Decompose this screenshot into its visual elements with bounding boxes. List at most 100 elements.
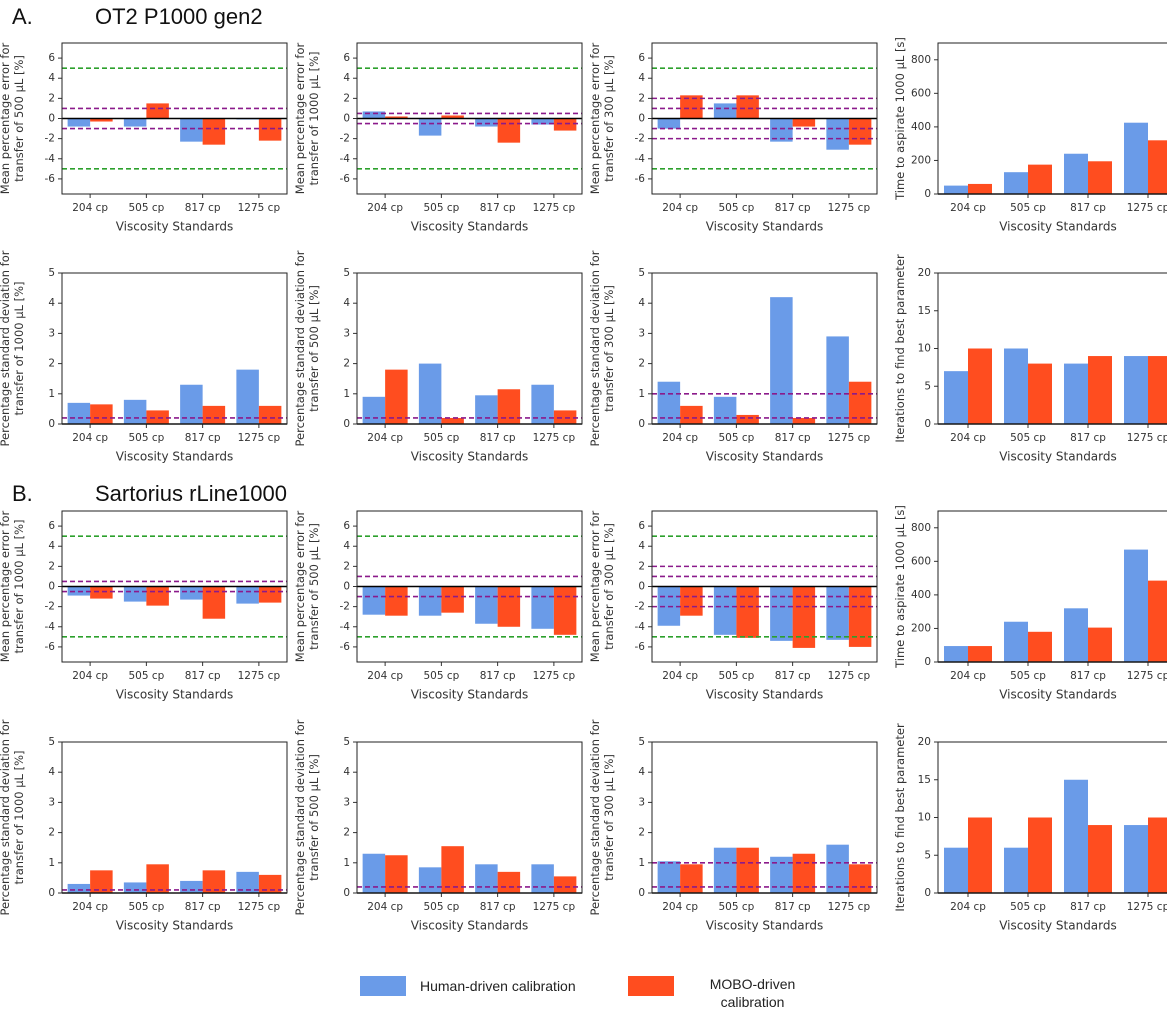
- y-tick-label: -2: [340, 601, 350, 613]
- y-tick-label: 3: [638, 327, 645, 339]
- bar: [1088, 825, 1112, 893]
- y-tick-label: 1: [343, 388, 350, 400]
- bar: [1148, 356, 1167, 424]
- y-tick-label: 2: [48, 560, 55, 572]
- bar: [90, 586, 113, 599]
- x-tick-label: 505 cp: [718, 202, 754, 214]
- bar: [90, 404, 113, 424]
- bar: [792, 417, 816, 424]
- y-tick-label: 4: [343, 72, 350, 84]
- y-tick-label: 0: [343, 581, 350, 593]
- bar: [680, 864, 703, 893]
- x-tick-label: 817 cp: [185, 202, 221, 214]
- y-axis-label-line: transfer of 1000 µL [%]: [12, 281, 26, 415]
- bar: [553, 586, 577, 635]
- y-axis-label: Time to aspirate 1000 µL [s]: [893, 37, 907, 201]
- bar: [657, 381, 681, 424]
- bar: [1004, 172, 1028, 194]
- y-tick-label: 4: [343, 540, 350, 552]
- y-tick-label: 5: [48, 736, 55, 748]
- x-tick-label: 204 cp: [950, 432, 986, 444]
- bar: [146, 410, 169, 424]
- x-tick-label: 817 cp: [775, 901, 811, 913]
- y-axis-label-line: Percentage standard deviation for: [0, 250, 12, 446]
- y-tick-label: 4: [48, 540, 55, 552]
- y-axis-label-line: Percentage standard deviation for: [293, 719, 307, 915]
- bar: [1028, 363, 1052, 424]
- bar: [848, 586, 872, 647]
- y-axis-label: Percentage standard deviation fortransfe…: [0, 250, 26, 446]
- bar: [90, 870, 113, 893]
- plot-frame: [61, 272, 288, 425]
- bar: [736, 586, 759, 638]
- bar: [1088, 356, 1112, 424]
- y-axis-label-line: Percentage standard deviation for: [588, 250, 602, 446]
- y-tick-label: 0: [48, 113, 55, 125]
- bar: [475, 864, 498, 893]
- y-tick-label: 5: [343, 736, 350, 748]
- bar: [1004, 847, 1028, 893]
- bar: [236, 871, 259, 893]
- bar: [713, 847, 737, 893]
- x-tick-label: 1275 cp: [1127, 670, 1167, 682]
- x-tick-label: 1275 cp: [1127, 432, 1167, 444]
- y-axis-label: Mean percentage error fortransfer of 500…: [0, 43, 26, 195]
- bar: [202, 586, 226, 619]
- plot-frame: [61, 42, 288, 195]
- x-tick-label: 1275 cp: [533, 901, 576, 913]
- bar: [362, 853, 386, 893]
- x-tick-label: 817 cp: [1070, 670, 1106, 682]
- bar: [475, 586, 498, 624]
- y-tick-label: -4: [45, 153, 56, 165]
- y-axis-label-line: transfer of 1000 µL [%]: [307, 51, 321, 185]
- y-axis-label-line: Percentage standard deviation for: [588, 719, 602, 915]
- x-axis-label: Viscosity Standards: [411, 688, 529, 702]
- y-tick-label: 4: [48, 72, 55, 84]
- bar: [968, 348, 992, 424]
- x-axis-label: Viscosity Standards: [999, 450, 1117, 464]
- x-tick-label: 1275 cp: [238, 202, 281, 214]
- y-tick-label: 4: [638, 72, 645, 84]
- y-tick-label: 2: [48, 827, 55, 839]
- bar: [90, 118, 113, 122]
- bar: [202, 118, 226, 145]
- y-tick-label: 4: [48, 297, 55, 309]
- bar: [418, 363, 442, 424]
- plot-frame: [937, 42, 1167, 195]
- bar: [1148, 580, 1167, 662]
- bar: [385, 369, 408, 424]
- x-tick-label: 817 cp: [1070, 202, 1106, 214]
- x-tick-label: 204 cp: [367, 432, 403, 444]
- x-tick-label: 204 cp: [72, 670, 108, 682]
- y-tick-label: 0: [343, 887, 350, 899]
- legend: Human-driven calibration MOBO-driven cal…: [0, 970, 1167, 1013]
- bar: [385, 855, 408, 893]
- y-tick-label: 600: [911, 87, 931, 99]
- bar: [792, 586, 816, 648]
- x-tick-label: 817 cp: [185, 670, 221, 682]
- x-tick-label: 505 cp: [423, 202, 459, 214]
- y-tick-label: 2: [638, 560, 645, 572]
- section-label: B.: [12, 481, 33, 506]
- x-tick-label: 1275 cp: [828, 202, 871, 214]
- bar: [531, 118, 554, 125]
- plot-frame: [356, 741, 583, 894]
- bar: [553, 118, 577, 131]
- bar: [1124, 122, 1148, 194]
- x-tick-label: 204 cp: [72, 901, 108, 913]
- legend-swatch: [360, 976, 406, 996]
- y-tick-label: 3: [343, 796, 350, 808]
- y-axis-label-line: Mean percentage error for: [293, 43, 307, 195]
- x-tick-label: 204 cp: [662, 670, 698, 682]
- x-tick-label: 204 cp: [950, 202, 986, 214]
- y-tick-label: 5: [343, 267, 350, 279]
- x-tick-label: 505 cp: [1010, 202, 1046, 214]
- bar: [968, 646, 992, 662]
- bar: [441, 586, 464, 613]
- x-axis-label: Viscosity Standards: [706, 450, 824, 464]
- y-tick-label: 5: [638, 736, 645, 748]
- bar: [657, 861, 681, 893]
- plot-frame: [651, 510, 878, 663]
- x-axis-label: Viscosity Standards: [999, 919, 1117, 933]
- x-tick-label: 505 cp: [128, 432, 164, 444]
